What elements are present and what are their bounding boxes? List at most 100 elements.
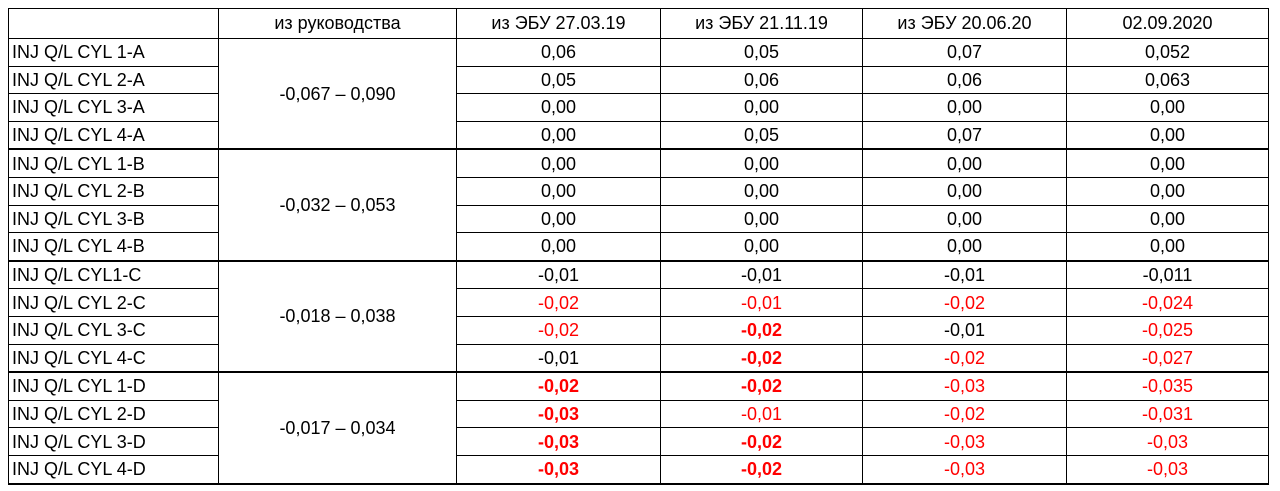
row-label: INJ Q/L CYL 2-B — [8, 176, 219, 206]
value-cell: 0,06 — [456, 38, 661, 67]
value-cell: 0,05 — [660, 120, 863, 151]
row-label: INJ Q/L CYL 3-A — [8, 93, 219, 122]
row-label: INJ Q/L CYL 4-D — [8, 454, 219, 485]
value-cell: -0,02 — [862, 343, 1067, 374]
value-cell: 0,05 — [660, 38, 863, 67]
value-cell: 0,00 — [660, 93, 863, 122]
row-label: INJ Q/L CYL 1-D — [8, 371, 219, 401]
value-cell: 0,052 — [1066, 38, 1269, 67]
table-row: INJ Q/L CYL 2-C -0,02 -0,01 -0,02 -0,024 — [8, 288, 1269, 317]
value-cell: -0,024 — [1066, 288, 1269, 317]
value-cell: -0,02 — [456, 315, 661, 345]
table-row: INJ Q/L CYL 3-D -0,03 -0,02 -0,03 -0,03 — [8, 427, 1269, 456]
value-cell: 0,00 — [1066, 176, 1269, 206]
table-row: INJ Q/L CYL 4-C -0,01 -0,02 -0,02 -0,027 — [8, 343, 1269, 374]
table-row: INJ Q/L CYL 1-A -0,067 – 0,090 0,06 0,05 0,0… — [8, 38, 1269, 151]
row-label: INJ Q/L CYL 2-A — [8, 65, 219, 95]
row-label: INJ Q/L CYL 1-A — [8, 38, 219, 67]
value-cell: 0,00 — [660, 176, 863, 206]
table-row: INJ Q/L CYL 4-D -0,03 -0,02 -0,03 -0,03 — [8, 454, 1269, 485]
row-label: INJ Q/L CYL 4-B — [8, 232, 219, 262]
value-cell: -0,03 — [1066, 454, 1269, 485]
table-row: INJ Q/L CYL 4-B 0,00 0,00 0,00 0,00 — [8, 232, 1269, 262]
column-header: из ЭБУ 27.03.19 — [456, 8, 661, 39]
value-cell: -0,03 — [456, 427, 661, 456]
table-row: INJ Q/L CYL 2-A 0,05 0,06 0,06 0,063 — [8, 65, 1269, 95]
value-cell: -0,03 — [862, 427, 1067, 456]
table-row: INJ Q/L CYL 3-C -0,02 -0,02 -0,01 -0,025 — [8, 315, 1269, 345]
column-header: 02.09.2020 — [1066, 8, 1269, 39]
value-cell: -0,01 — [660, 288, 863, 317]
spec-range: -0,017 – 0,034 — [218, 371, 457, 485]
value-cell: -0,02 — [456, 288, 661, 317]
table-row: INJ Q/L CYL 4-A 0,00 0,05 0,07 0,00 — [8, 120, 1269, 151]
value-cell: -0,02 — [862, 399, 1067, 429]
value-cell: -0,03 — [1066, 427, 1269, 456]
data-table: из руководства из ЭБУ 27.03.19 из ЭБУ 21.1… — [8, 8, 1269, 485]
value-cell: 0,00 — [1066, 204, 1269, 234]
header-row: из руководства из ЭБУ 27.03.19 из ЭБУ 21.1… — [8, 8, 1269, 39]
row-label: INJ Q/L CYL 4-C — [8, 343, 219, 374]
column-header: из ЭБУ 21.11.19 — [660, 8, 863, 39]
row-label: INJ Q/L CYL 2-C — [8, 288, 219, 317]
value-cell: -0,02 — [660, 315, 863, 345]
value-cell: -0,01 — [660, 260, 863, 290]
value-cell: 0,00 — [1066, 93, 1269, 122]
value-cell: -0,01 — [456, 260, 661, 290]
value-cell: 0,00 — [660, 232, 863, 262]
value-cell: 0,063 — [1066, 65, 1269, 95]
value-cell: 0,00 — [1066, 120, 1269, 151]
value-cell: 0,00 — [456, 232, 661, 262]
value-cell: 0,00 — [862, 204, 1067, 234]
value-cell: 0,07 — [862, 120, 1067, 151]
row-label: INJ Q/L CYL 3-C — [8, 315, 219, 345]
value-cell: -0,025 — [1066, 315, 1269, 345]
value-cell: 0,00 — [1066, 232, 1269, 262]
value-cell: 0,06 — [660, 65, 863, 95]
column-header: из руководства — [218, 8, 457, 39]
row-label: INJ Q/L CYL 2-D — [8, 399, 219, 429]
value-cell: 0,00 — [1066, 148, 1269, 178]
value-cell: 0,00 — [456, 204, 661, 234]
value-cell: 0,00 — [660, 204, 863, 234]
value-cell: -0,01 — [862, 315, 1067, 345]
value-cell: -0,03 — [456, 454, 661, 485]
value-cell: -0,01 — [660, 399, 863, 429]
value-cell: 0,05 — [456, 65, 661, 95]
value-cell: 0,00 — [660, 148, 863, 178]
value-cell: -0,02 — [456, 371, 661, 401]
value-cell: -0,035 — [1066, 371, 1269, 401]
value-cell: -0,02 — [660, 427, 863, 456]
spec-range: -0,067 – 0,090 — [218, 38, 457, 151]
value-cell: 0,00 — [862, 176, 1067, 206]
value-cell: -0,03 — [456, 399, 661, 429]
value-cell: 0,00 — [456, 93, 661, 122]
table-row: INJ Q/L CYL 3-A 0,00 0,00 0,00 0,00 — [8, 93, 1269, 122]
value-cell: -0,027 — [1066, 343, 1269, 374]
row-label: INJ Q/L CYL 3-D — [8, 427, 219, 456]
value-cell: -0,02 — [660, 343, 863, 374]
value-cell: 0,00 — [862, 232, 1067, 262]
table-row: INJ Q/L CYL 2-B 0,00 0,00 0,00 0,00 — [8, 176, 1269, 206]
table-body: INJ Q/L CYL 1-A -0,067 – 0,090 0,06 0,05 0,0… — [8, 38, 1269, 485]
table-row: INJ Q/L CYL 2-D -0,03 -0,01 -0,02 -0,031 — [8, 399, 1269, 429]
row-label: INJ Q/L CYL 1-B — [8, 148, 219, 178]
value-cell: -0,01 — [862, 260, 1067, 290]
table-row: INJ Q/L CYL1-C -0,018 – 0,038 -0,01 -0,01 -0… — [8, 260, 1269, 374]
value-cell: -0,01 — [456, 343, 661, 374]
value-cell: -0,02 — [660, 371, 863, 401]
row-label: INJ Q/L CYL 4-A — [8, 120, 219, 151]
spec-range: -0,018 – 0,038 — [218, 260, 457, 374]
corner-cell — [8, 8, 219, 39]
value-cell: -0,02 — [660, 454, 863, 485]
value-cell: -0,03 — [862, 454, 1067, 485]
value-cell: -0,03 — [862, 371, 1067, 401]
value-cell: 0,00 — [456, 148, 661, 178]
value-cell: 0,00 — [456, 176, 661, 206]
value-cell: 0,06 — [862, 65, 1067, 95]
value-cell: -0,02 — [862, 288, 1067, 317]
row-label: INJ Q/L CYL1-C — [8, 260, 219, 290]
table-row: INJ Q/L CYL 1-D -0,017 – 0,034 -0,02 -0,02-… — [8, 371, 1269, 485]
value-cell: -0,031 — [1066, 399, 1269, 429]
